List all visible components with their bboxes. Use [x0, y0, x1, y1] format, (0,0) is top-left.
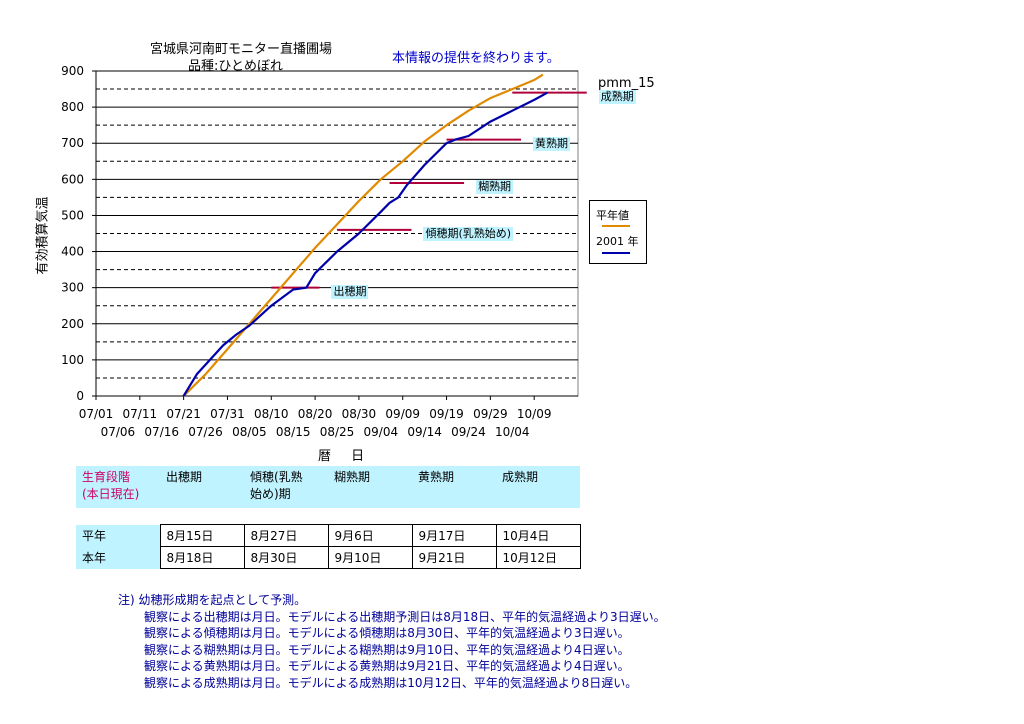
table-cell: 9月10日: [327, 546, 413, 569]
growth-stage-table: 生育段階 (本日現在) 出穂期 傾穂(乳熟 始め)期 糊熟期 黄熟期 成熟期 平…: [76, 466, 581, 569]
x-tick-label: 09/19: [429, 407, 464, 421]
note-line: 観察による傾穂期は月日。モデルによる傾穂期は8月30日、平年的気温経過より3日遅…: [144, 626, 630, 640]
table-header-cell: 出穂期: [160, 466, 244, 508]
table-cell: 8月18日: [159, 546, 245, 569]
x-tick-label: 10/04: [495, 425, 530, 439]
table-header-cell: 黄熟期: [412, 466, 496, 508]
table-cell: 8月27日: [243, 524, 329, 547]
note-line: 観察による出穂期は月日。モデルによる出穂期予測日は8月18日、平年的気温経過より…: [144, 609, 666, 624]
x-tick-label: 08/25: [320, 425, 355, 439]
table-header-cell: 生育段階 (本日現在): [76, 466, 160, 508]
x-tick-label: 08/05: [232, 425, 267, 439]
legend-label-normal: 平年値: [596, 209, 629, 222]
y-tick-label: 0: [76, 389, 84, 403]
phase-label: 傾穂期(乳熟始め): [423, 226, 514, 241]
phase-label: 出穂期: [331, 284, 369, 299]
end-of-service-notice: 本情報の提供を終わります。: [392, 51, 560, 66]
x-tick-label: 07/01: [79, 407, 114, 421]
chart-legend: 平年値 2001 年: [589, 200, 647, 264]
y-tick-labels: 0 100 200 300 400 500 600 700 800 900: [61, 64, 96, 403]
y-tick-label: 300: [61, 281, 84, 295]
y-tick-label: 200: [61, 317, 84, 331]
x-tick-label: 07/11: [123, 407, 158, 421]
legend-swatch-current: [602, 252, 630, 254]
legend-label-current: 2001 年: [596, 235, 639, 248]
x-tick-label: 08/30: [342, 407, 377, 421]
phase-label: 黄熟期: [533, 136, 571, 151]
table-cell: 9月6日: [327, 524, 413, 547]
x-tick-label: 09/04: [364, 425, 399, 439]
x-tick-label: 08/20: [298, 407, 333, 421]
table-cell: 10月4日: [495, 524, 581, 547]
x-tick-label: 09/14: [407, 425, 442, 439]
x-tick-label: 08/10: [254, 407, 289, 421]
table-row: 平年 8月15日 8月27日 9月6日 9月17日 10月4日: [76, 524, 581, 547]
y-tick-label: 500: [61, 208, 84, 222]
x-tick-label: 07/16: [144, 425, 179, 439]
phase-label: 糊熟期: [476, 179, 514, 194]
table-cell: 9月21日: [411, 546, 497, 569]
table-cell: 8月15日: [159, 524, 245, 547]
table-cell: 10月12日: [495, 546, 581, 569]
legend-swatch-normal: [602, 225, 630, 227]
table-row-label: 本年: [76, 546, 160, 569]
x-tick-label: 09/24: [451, 425, 486, 439]
y-tick-label: 800: [61, 100, 84, 114]
table-header-cell: 成熟期: [496, 466, 580, 508]
phase-markers: [271, 91, 587, 289]
y-tick-label: 100: [61, 353, 84, 367]
table-row-label: 平年: [76, 524, 160, 547]
table-cell: 8月30日: [243, 546, 329, 569]
note-line: 観察による成熟期は月日。モデルによる成熟期は10月12日、平年的気温経過より8日…: [144, 675, 638, 690]
chart-title-line1: 宮城県河南町モニター直播圃場: [150, 42, 333, 57]
chart-title-line2: 品種:ひとめぼれ: [188, 59, 283, 74]
x-tick-label: 09/09: [385, 407, 420, 421]
y-axis-label: 有効積算気温: [35, 196, 51, 275]
x-tick-label: 07/26: [188, 425, 223, 439]
y-tick-label: 900: [61, 64, 84, 78]
x-tick-label: 08/15: [276, 425, 311, 439]
y-tick-label: 600: [61, 172, 84, 186]
y-tick-label: 700: [61, 136, 84, 150]
x-tick-label: 07/06: [101, 425, 136, 439]
x-tick-label: 10/09: [517, 407, 552, 421]
x-axis-label: 暦 日: [318, 449, 373, 464]
table-header-row: 生育段階 (本日現在) 出穂期 傾穂(乳熟 始め)期 糊熟期 黄熟期 成熟期: [76, 466, 580, 508]
table-header-cell: 糊熟期: [328, 466, 412, 508]
x-tick-label: 07/31: [210, 407, 245, 421]
y-tick-label: 400: [61, 245, 84, 259]
x-tick-label: 09/29: [473, 407, 508, 421]
note-line: 観察による黄熟期は月日。モデルによる黄熟期は9月21日、平年的気温経過より4日遅…: [144, 659, 630, 673]
phase-label: 成熟期: [598, 89, 636, 104]
series-lines: [182, 73, 548, 397]
notes-heading: 注) 幼穂形成期を起点として予測。: [118, 593, 307, 607]
notes-block: 注) 幼穂形成期を起点として予測。 観察による出穂期は月日。モデルによる出穂期予…: [118, 592, 666, 691]
x-tick-label: 07/21: [166, 407, 201, 421]
model-name: pmm_15: [598, 76, 655, 91]
table-header-cell: 傾穂(乳熟 始め)期: [244, 466, 328, 508]
table-cell: 9月17日: [411, 524, 497, 547]
series-2001-line: [182, 91, 548, 397]
table-row: 本年 8月18日 8月30日 9月10日 9月21日 10月12日: [76, 546, 581, 569]
note-line: 観察による糊熟期は月日。モデルによる糊熟期は9月10日、平年的気温経過より4日遅…: [144, 642, 630, 657]
x-tick-labels: 07/01 07/11 07/21 07/31 08/10 08/20 08/30 09/09…: [79, 396, 552, 439]
